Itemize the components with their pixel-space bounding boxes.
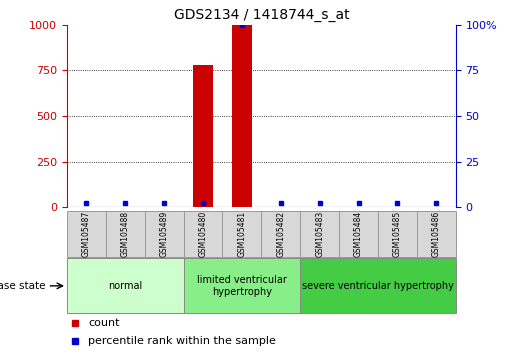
Bar [67, 258, 184, 313]
Bar [300, 211, 339, 257]
Bar [183, 258, 300, 313]
Bar [183, 211, 222, 257]
Text: GSM105484: GSM105484 [354, 211, 363, 257]
Text: GSM105482: GSM105482 [277, 211, 285, 257]
Bar [67, 211, 106, 257]
Text: normal: normal [108, 281, 143, 291]
Text: severe ventricular hypertrophy: severe ventricular hypertrophy [302, 281, 454, 291]
Text: disease state: disease state [0, 281, 45, 291]
Bar [232, 25, 252, 207]
Text: count: count [89, 318, 120, 328]
Bar [193, 65, 213, 207]
Text: GSM105488: GSM105488 [121, 211, 130, 257]
Text: GSM105481: GSM105481 [237, 211, 246, 257]
Text: GSM105489: GSM105489 [160, 211, 168, 257]
Bar [339, 211, 378, 257]
Text: limited ventricular
hypertrophy: limited ventricular hypertrophy [197, 275, 287, 297]
Text: GSM105483: GSM105483 [315, 211, 324, 257]
Text: GSM105485: GSM105485 [393, 211, 402, 257]
Bar [417, 211, 456, 257]
Text: GSM105487: GSM105487 [82, 211, 91, 257]
Bar [261, 211, 300, 257]
Bar [222, 211, 261, 257]
Text: GSM105486: GSM105486 [432, 211, 441, 257]
Text: percentile rank within the sample: percentile rank within the sample [89, 336, 276, 346]
Title: GDS2134 / 1418744_s_at: GDS2134 / 1418744_s_at [174, 8, 349, 22]
Bar [145, 211, 183, 257]
Bar [300, 258, 456, 313]
Text: GSM105480: GSM105480 [199, 211, 208, 257]
Bar [378, 211, 417, 257]
Bar [106, 211, 145, 257]
